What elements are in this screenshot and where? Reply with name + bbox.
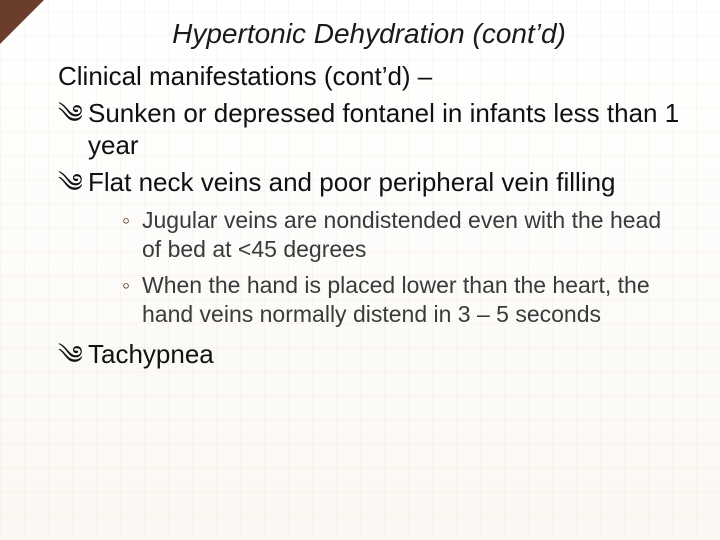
bullet-icon: ༄ <box>58 98 83 131</box>
bullet-icon: ༄ <box>58 167 83 200</box>
list-item-text: Sunken or depressed fontanel in infants … <box>88 98 679 161</box>
sub-list-item: ◦ Jugular veins are nondistended even wi… <box>122 206 680 265</box>
sub-list-item: ◦ When the hand is placed lower than the… <box>122 271 680 330</box>
sub-bullet-icon: ◦ <box>122 206 130 235</box>
sub-bullet-icon: ◦ <box>122 271 130 300</box>
sub-list-item-text: When the hand is placed lower than the h… <box>142 272 650 327</box>
corner-accent <box>0 0 44 44</box>
bullet-list: ༄ Sunken or depressed fontanel in infant… <box>58 97 680 371</box>
list-item: ༄ Flat neck veins and poor peripheral ve… <box>58 166 680 330</box>
list-item: ༄ Tachypnea <box>58 338 680 371</box>
list-item-text: Tachypnea <box>88 339 214 369</box>
bullet-icon: ༄ <box>58 339 83 372</box>
sub-list-item-text: Jugular veins are nondistended even with… <box>142 207 661 262</box>
subheading: Clinical manifestations (cont’d) – <box>58 60 680 93</box>
list-item-text: Flat neck veins and poor peripheral vein… <box>88 167 616 197</box>
sub-list: ◦ Jugular veins are nondistended even wi… <box>88 206 680 330</box>
slide-title: Hypertonic Dehydration (cont’d) <box>58 18 680 50</box>
list-item: ༄ Sunken or depressed fontanel in infant… <box>58 97 680 162</box>
